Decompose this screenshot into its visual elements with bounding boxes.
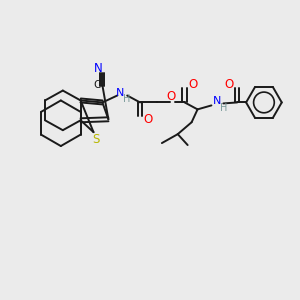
Text: S: S	[92, 133, 99, 146]
Text: O: O	[166, 90, 176, 103]
Text: N: N	[116, 88, 124, 98]
Text: H: H	[122, 94, 130, 104]
Text: O: O	[225, 78, 234, 91]
Text: C: C	[94, 80, 101, 90]
Text: N: N	[213, 97, 222, 106]
Text: O: O	[143, 113, 153, 126]
Text: O: O	[188, 78, 197, 91]
Text: N: N	[94, 62, 103, 75]
Text: H: H	[220, 103, 227, 113]
